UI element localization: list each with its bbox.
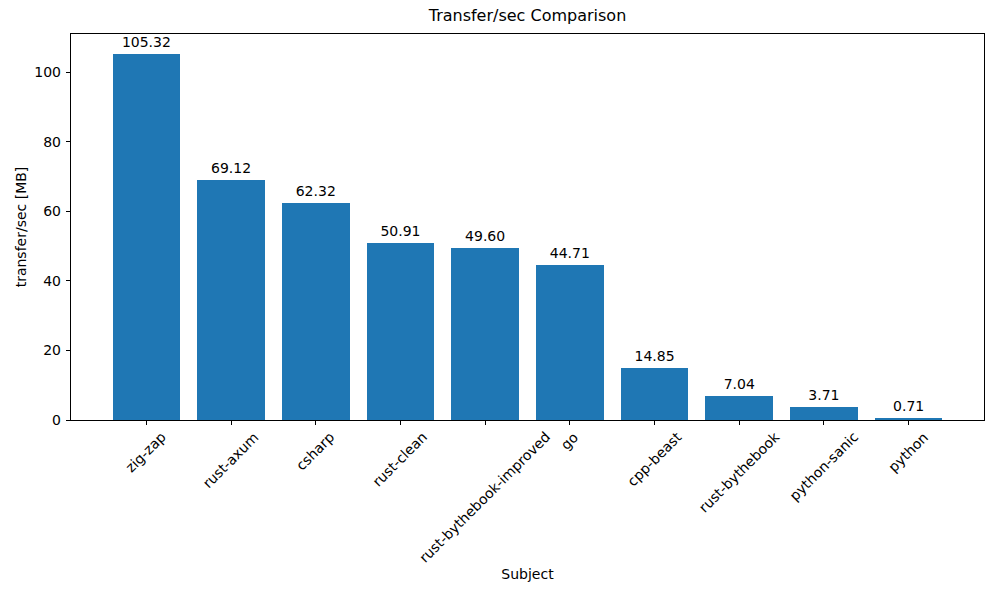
bar xyxy=(113,54,181,420)
y-tick-mark xyxy=(66,420,71,421)
bar-value-label: 3.71 xyxy=(808,387,839,404)
x-tick-label: rust-axum xyxy=(200,429,263,492)
x-tick-label: rust-bythebook xyxy=(695,429,783,517)
y-tick-label: 20 xyxy=(43,341,61,359)
bar-value-label: 49.60 xyxy=(465,228,505,245)
bar xyxy=(705,396,773,420)
x-tick-mark xyxy=(908,420,909,425)
y-tick-label: 80 xyxy=(43,133,61,151)
x-tick-label: cpp-beast xyxy=(624,429,685,490)
x-tick-mark xyxy=(231,420,232,425)
y-tick-mark xyxy=(66,280,71,281)
plot-area: 020406080100105.32zig-zap69.12rust-axum6… xyxy=(70,33,985,421)
x-tick-label: rust-bythebook-improved xyxy=(416,429,554,567)
y-tick-mark xyxy=(66,211,71,212)
y-tick-label: 40 xyxy=(43,272,61,290)
bar-value-label: 44.71 xyxy=(550,245,590,262)
x-tick-label: rust-clean xyxy=(370,429,432,491)
y-tick-mark xyxy=(66,141,71,142)
x-tick-mark xyxy=(823,420,824,425)
x-tick-mark xyxy=(654,420,655,425)
bar xyxy=(621,368,689,420)
y-tick-label: 0 xyxy=(52,411,61,429)
x-tick-label: go xyxy=(558,429,582,453)
bar xyxy=(197,180,265,420)
x-tick-mark xyxy=(315,420,316,425)
x-tick-label: csharp xyxy=(293,429,338,474)
x-tick-label: zig-zap xyxy=(123,429,170,476)
x-tick-label: python xyxy=(885,429,932,476)
x-tick-label: python-sanic xyxy=(786,429,862,505)
bar-value-label: 69.12 xyxy=(211,160,251,177)
y-axis-label: transfer/sec [MB] xyxy=(13,167,29,288)
bar xyxy=(790,407,858,420)
x-tick-mark xyxy=(400,420,401,425)
x-tick-mark xyxy=(485,420,486,425)
chart-figure: Transfer/sec Comparison transfer/sec [MB… xyxy=(0,0,1000,600)
x-tick-mark xyxy=(569,420,570,425)
x-tick-mark xyxy=(146,420,147,425)
bar-value-label: 105.32 xyxy=(122,34,171,51)
bar-value-label: 14.85 xyxy=(634,348,674,365)
y-tick-label: 60 xyxy=(43,202,61,220)
x-tick-mark xyxy=(739,420,740,425)
bar-value-label: 62.32 xyxy=(296,183,336,200)
bar-value-label: 7.04 xyxy=(724,376,755,393)
bar xyxy=(451,248,519,420)
bar xyxy=(367,243,435,420)
chart-title: Transfer/sec Comparison xyxy=(70,6,985,26)
bar xyxy=(282,203,350,420)
bar xyxy=(536,265,604,420)
y-tick-mark xyxy=(66,72,71,73)
bar-value-label: 50.91 xyxy=(380,223,420,240)
bar-value-label: 0.71 xyxy=(893,398,924,415)
x-axis-label: Subject xyxy=(70,566,985,582)
y-tick-mark xyxy=(66,350,71,351)
y-tick-label: 100 xyxy=(34,63,61,81)
